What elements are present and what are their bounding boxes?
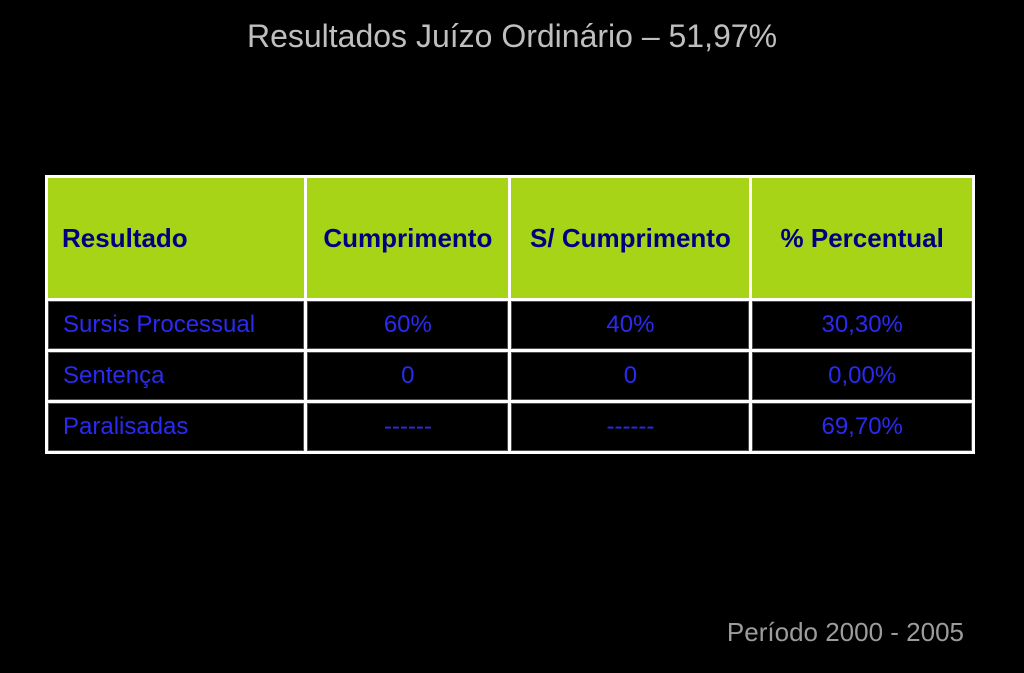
table-row: Paralisadas ------ ------ 69,70% — [48, 403, 972, 451]
table-row: Sursis Processual 60% 40% 30,30% — [48, 301, 972, 349]
col-header-percentual: % Percentual — [752, 178, 972, 298]
cell-percentual: 0,00% — [752, 352, 972, 400]
cell-cumprimento: ------ — [307, 403, 508, 451]
results-table-container: Resultado Cumprimento S/ Cumprimento % P… — [45, 175, 975, 454]
cell-percentual: 69,70% — [752, 403, 972, 451]
cell-s-cumprimento: ------ — [511, 403, 749, 451]
cell-s-cumprimento: 40% — [511, 301, 749, 349]
results-table: Resultado Cumprimento S/ Cumprimento % P… — [45, 175, 975, 454]
page-title: Resultados Juízo Ordinário – 51,97% — [0, 18, 1024, 55]
cell-resultado: Paralisadas — [48, 403, 304, 451]
table-header-row: Resultado Cumprimento S/ Cumprimento % P… — [48, 178, 972, 298]
cell-cumprimento: 0 — [307, 352, 508, 400]
footer-period: Período 2000 - 2005 — [727, 617, 964, 648]
cell-resultado: Sentença — [48, 352, 304, 400]
cell-s-cumprimento: 0 — [511, 352, 749, 400]
cell-resultado: Sursis Processual — [48, 301, 304, 349]
col-header-s-cumprimento: S/ Cumprimento — [511, 178, 749, 298]
table-row: Sentença 0 0 0,00% — [48, 352, 972, 400]
cell-percentual: 30,30% — [752, 301, 972, 349]
col-header-resultado: Resultado — [48, 178, 304, 298]
col-header-cumprimento: Cumprimento — [307, 178, 508, 298]
cell-cumprimento: 60% — [307, 301, 508, 349]
